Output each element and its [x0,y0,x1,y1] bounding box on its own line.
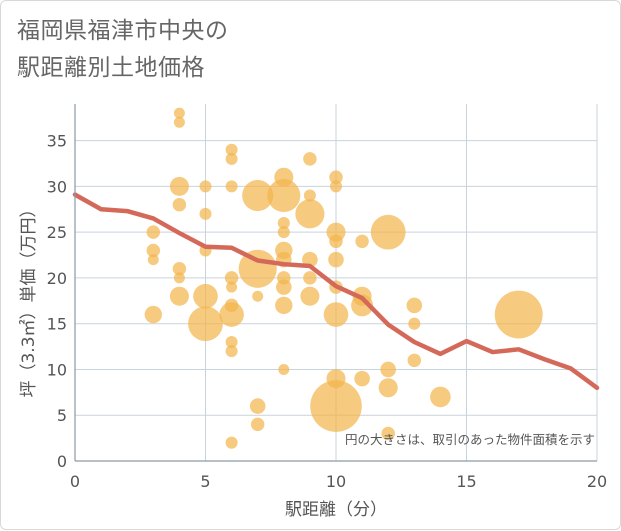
bubble-point [300,286,320,306]
x-tick-label: 15 [456,472,476,491]
y-tick-label: 15 [47,315,67,334]
bubble-point [303,271,317,285]
bubble-point [406,297,423,314]
chart-title-line-2: 駅距離別土地価格 [17,55,205,81]
bubble-point [250,417,265,432]
bubble-point [328,251,344,268]
bubble-point [278,363,290,375]
bubble-point [219,302,244,327]
bubble-point [295,199,325,229]
bubble-point [169,176,189,196]
bubble-point [430,386,451,408]
bubble-point [370,214,406,250]
x-tick-label: 20 [587,472,607,491]
bubble-point [225,180,238,193]
y-tick-label: 10 [47,360,67,379]
y-tick-label: 5 [57,406,67,425]
bubble-point [329,234,343,249]
x-tick-label: 0 [70,472,80,491]
bubble-point [144,305,162,324]
bubble-point [225,436,238,449]
bubble-point [276,279,292,295]
bubble-series [144,107,543,449]
chart-title: 福岡県福津市中央の 駅距離別土地価格 [17,13,229,87]
bubble-point [407,353,422,368]
bubble-point [267,179,301,213]
bubble-point [224,271,239,285]
bubble-point [277,216,290,230]
bubble-point [277,226,290,239]
bubble-point [147,254,159,266]
bubble-point [188,306,223,342]
bubble-point [355,234,369,249]
y-axis-title: 坪（3.3㎡）単価（万円） [19,200,39,397]
y-tick-label: 35 [47,132,67,151]
bubble-point [146,243,161,258]
bubble-point [172,262,187,276]
bubble-point [303,189,316,202]
size-note: 円の大きさは、取引のあった物件面積を示す [345,432,595,447]
bubble-point [225,335,238,349]
bubble-point [173,116,185,128]
bubble-point [199,207,212,220]
bubble-point [323,302,349,327]
bubble-point [378,378,398,398]
bubble-point [169,286,189,306]
bubble-point [408,317,421,330]
bubble-point [303,152,317,166]
bubble-point [193,283,218,309]
bubble-point [173,272,185,284]
bubble-point [146,225,161,239]
chart-title-line-1: 福岡県福津市中央の [17,18,229,44]
bubble-point [199,180,212,193]
x-tick-label: 5 [200,472,210,491]
bubble-point [351,294,374,317]
y-tick-label: 0 [57,452,67,471]
bubble-point [172,197,187,212]
bubble-point [225,345,238,358]
x-tick-label: 10 [326,472,346,491]
y-tick-label: 25 [47,223,67,242]
bubble-point [225,143,238,156]
trend-line-group [72,192,600,391]
x-axis-title: 駅距離（分） [285,500,387,520]
bubble-point [381,426,395,441]
bubble-point [238,249,277,288]
y-tick-label: 30 [47,177,67,196]
bubble-point [249,398,266,414]
bubble-point [173,107,185,119]
bubble-point [242,179,274,212]
bubble-point [329,170,343,184]
axes: 0 5 10 15 20 0 5 10 15 20 25 30 35 [47,104,607,491]
bubble-point [310,380,362,432]
bubble-point [354,370,370,387]
bubble-point [225,152,238,165]
bubble-point [329,180,343,193]
bubble-point [494,290,543,339]
bubble-point [275,296,293,315]
bubble-point [226,281,238,293]
y-tick-label: 20 [47,269,67,288]
average-price-line [72,192,600,391]
bubble-point [380,361,396,378]
bubble-point [252,290,264,302]
